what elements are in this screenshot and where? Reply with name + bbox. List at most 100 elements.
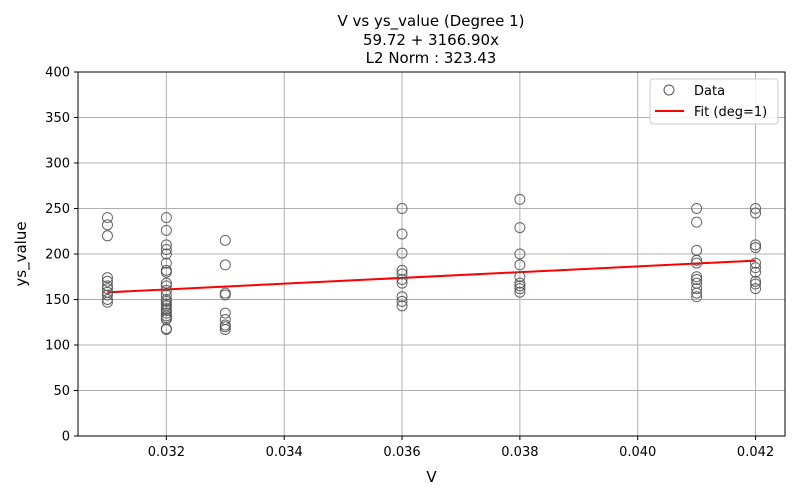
- data-point: [160, 284, 172, 296]
- data-point: [514, 222, 526, 234]
- data-point: [160, 289, 172, 301]
- data-point: [396, 295, 408, 307]
- data-point: [396, 300, 408, 312]
- chart-title: V vs ys_value (Degree 1): [337, 12, 525, 30]
- data-point: [691, 273, 703, 285]
- data-point: [160, 323, 172, 335]
- legend: Data Fit (deg=1): [649, 78, 779, 125]
- data-point: [219, 287, 231, 299]
- data-point: [160, 264, 172, 276]
- data-point: [396, 228, 408, 240]
- data-point: [160, 277, 172, 289]
- data-point: [101, 283, 113, 295]
- chart-equation: 59.72 + 3166.90x: [363, 31, 499, 49]
- data-point: [514, 286, 526, 298]
- data-point: [396, 247, 408, 259]
- data-point: [514, 193, 526, 205]
- data-point: [691, 244, 703, 256]
- data-point: [396, 203, 408, 214]
- data-point: [691, 203, 703, 214]
- data-points: [101, 193, 762, 336]
- data-point: [750, 257, 762, 269]
- data-point: [396, 291, 408, 303]
- data-point: [219, 234, 231, 246]
- data-point: [160, 224, 172, 236]
- y-tick-label: 300: [45, 157, 70, 172]
- y-tick-label: 200: [45, 248, 70, 263]
- data-point: [101, 219, 113, 231]
- data-point: [750, 203, 762, 214]
- data-point: [691, 291, 703, 303]
- data-point: [750, 239, 762, 251]
- x-axis-label: V: [426, 468, 437, 486]
- data-point: [101, 212, 113, 224]
- data-point: [101, 272, 113, 284]
- x-tick-label: 0.034: [266, 445, 303, 460]
- data-point: [101, 230, 113, 242]
- data-point: [750, 278, 762, 290]
- fit-line-layer: [107, 259, 756, 294]
- x-tick-label: 0.038: [501, 445, 538, 460]
- legend-box: [649, 78, 779, 125]
- grid: [78, 71, 785, 437]
- data-point: [514, 277, 526, 289]
- data-point: [160, 248, 172, 260]
- y-tick-label: 150: [45, 293, 70, 308]
- data-point: [101, 294, 113, 305]
- legend-data-label: Data: [694, 84, 725, 99]
- data-point: [514, 248, 526, 260]
- data-point: [750, 275, 762, 287]
- y-tick-label: 250: [45, 202, 70, 217]
- data-point: [160, 243, 172, 255]
- data-point: [219, 307, 231, 319]
- data-point: [160, 280, 172, 292]
- data-point: [101, 286, 113, 298]
- data-point: [691, 271, 703, 283]
- data-point: [219, 319, 231, 331]
- data-point: [514, 283, 526, 295]
- x-tick-label: 0.042: [737, 445, 774, 460]
- data-point: [750, 207, 762, 219]
- data-point: [691, 283, 703, 295]
- data-point: [160, 212, 172, 224]
- data-point: [160, 239, 172, 251]
- y-tick-label: 50: [53, 384, 70, 399]
- y-tick-label: 100: [45, 339, 70, 354]
- y-axis-ticks: 0 50 100 150 200 250 300 350 400: [45, 66, 78, 445]
- y-tick-label: 0: [62, 430, 70, 445]
- data-point: [396, 277, 408, 289]
- data-point: [160, 294, 172, 305]
- data-point: [514, 259, 526, 271]
- data-point: [396, 268, 408, 280]
- data-point: [219, 259, 231, 271]
- data-point: [219, 314, 231, 326]
- data-point: [514, 271, 526, 283]
- data-point: [750, 242, 762, 254]
- data-point: [750, 262, 762, 274]
- data-point: [160, 257, 172, 269]
- data-point: [396, 264, 408, 276]
- data-point: [514, 280, 526, 292]
- data-point: [691, 257, 703, 269]
- data-point: [750, 283, 762, 295]
- data-point: [160, 303, 172, 315]
- data-point: [160, 307, 172, 319]
- legend-data-marker-icon: [663, 84, 675, 96]
- data-point: [160, 298, 172, 310]
- data-point: [101, 275, 113, 287]
- data-point: [691, 216, 703, 228]
- y-axis-label: ys_value: [12, 221, 31, 286]
- x-tick-label: 0.040: [619, 445, 656, 460]
- data-point: [750, 266, 762, 278]
- legend-fit-label: Fit (deg=1): [694, 105, 767, 120]
- data-point: [691, 277, 703, 289]
- x-tick-label: 0.032: [148, 445, 185, 460]
- y-tick-label: 350: [45, 111, 70, 126]
- chart-l2-norm: L2 Norm : 323.43: [365, 49, 497, 67]
- y-tick-label: 400: [45, 66, 70, 81]
- x-axis-ticks: 0.032 0.034 0.036 0.038 0.040 0.042: [148, 436, 774, 460]
- fit-line: [107, 259, 756, 294]
- data-point: [396, 273, 408, 285]
- data-point: [101, 289, 113, 301]
